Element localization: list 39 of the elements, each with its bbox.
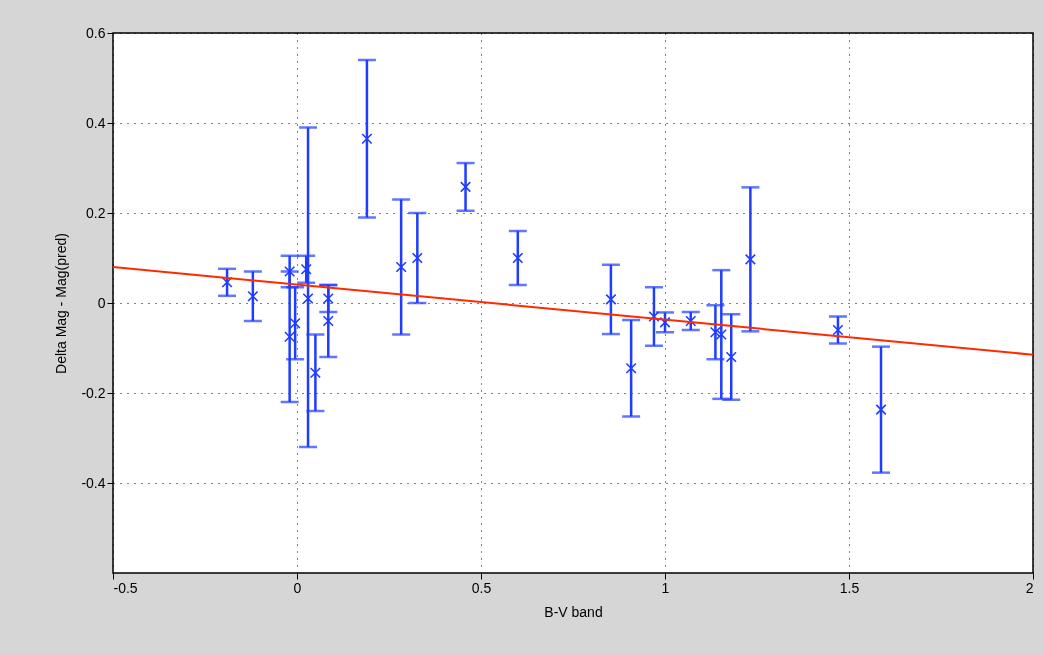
- y-tick-label: -0.4: [81, 474, 106, 491]
- point: [460, 181, 472, 193]
- point: [659, 316, 671, 328]
- point: [648, 310, 660, 323]
- point: [289, 317, 301, 329]
- y-axis-title: Delta Mag - Mag(pred): [53, 233, 70, 374]
- x-tick-label: -0.5: [113, 579, 138, 596]
- point: [221, 276, 233, 288]
- x-axis-title: B-V band: [544, 603, 603, 620]
- x-tick-label: 2: [1025, 579, 1034, 596]
- x-tick-label: 1.5: [839, 579, 860, 596]
- point: [395, 261, 407, 273]
- point: [832, 324, 844, 336]
- point: [512, 252, 524, 264]
- point: [875, 404, 887, 416]
- y-tick-label: -0.2: [81, 384, 106, 401]
- point: [247, 290, 259, 302]
- point: [744, 253, 756, 265]
- point: [322, 292, 334, 305]
- point: [309, 367, 321, 379]
- y-tick-label: 0.4: [86, 114, 106, 131]
- point: [685, 315, 697, 327]
- y-tick-label: 0.2: [86, 204, 106, 221]
- x-tick-label: 0: [293, 579, 302, 596]
- point: [322, 315, 334, 327]
- y-tick-label: 0: [97, 294, 106, 311]
- point: [284, 265, 296, 278]
- point: [725, 351, 737, 363]
- point: [709, 326, 721, 338]
- point: [361, 133, 373, 145]
- point: [715, 328, 727, 341]
- point: [411, 252, 423, 264]
- x-tick-label: 0.5: [471, 579, 492, 596]
- point: [302, 292, 314, 305]
- point: [605, 293, 617, 305]
- x-tick-label: 1: [661, 579, 670, 596]
- point: [625, 362, 637, 374]
- y-tick-label: 0.6: [86, 24, 106, 41]
- point: [300, 263, 312, 275]
